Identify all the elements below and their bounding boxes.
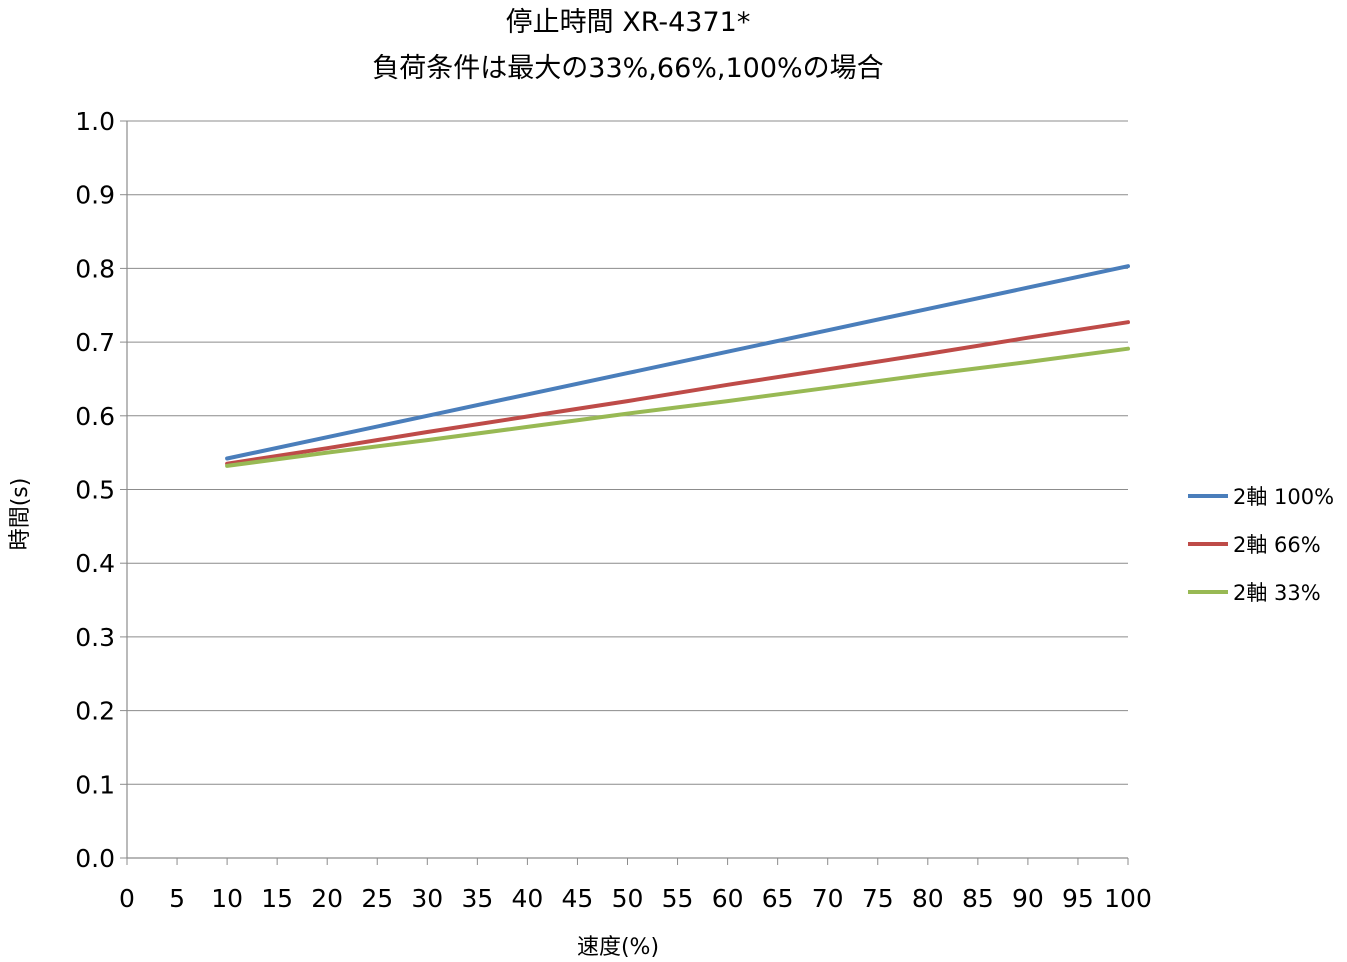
y-axis-title: 時間(s) bbox=[8, 478, 33, 551]
x-tick-label: 100 bbox=[1104, 884, 1152, 913]
x-tick-label: 90 bbox=[1012, 884, 1044, 913]
axes bbox=[120, 120, 1129, 865]
x-tick-label: 60 bbox=[712, 884, 744, 913]
series-line-3 bbox=[225, 346, 1130, 468]
y-tick-label: 0.7 bbox=[75, 328, 115, 357]
x-axis-title: 速度(%) bbox=[577, 935, 659, 960]
x-tick-label: 70 bbox=[812, 884, 844, 913]
x-tick-label: 50 bbox=[612, 884, 644, 913]
x-tick-label: 80 bbox=[912, 884, 944, 913]
x-tick-label: 95 bbox=[1062, 884, 1094, 913]
x-tick-label: 5 bbox=[169, 884, 185, 913]
series-line-1 bbox=[225, 264, 1130, 461]
x-tick-label: 75 bbox=[862, 884, 894, 913]
x-tick-label: 55 bbox=[662, 884, 694, 913]
x-tick-label: 15 bbox=[261, 884, 293, 913]
series-line-2 bbox=[225, 320, 1130, 466]
y-tick-label: 0.9 bbox=[75, 181, 115, 210]
y-tick-label: 0.5 bbox=[75, 476, 115, 505]
x-tick-label: 20 bbox=[311, 884, 343, 913]
x-tick-label: 10 bbox=[211, 884, 243, 913]
y-tick-labels: 0.0 0.1 0.2 0.3 0.4 0.5 0.6 0.7 0.8 0.9 1.0 bbox=[75, 107, 115, 873]
y-tick-label: 0.2 bbox=[75, 697, 115, 726]
x-tick-label: 65 bbox=[762, 884, 794, 913]
y-tick-label: 0.3 bbox=[75, 623, 115, 652]
legend-label-1: 2軸 100% bbox=[1233, 485, 1334, 509]
x-tick-label: 40 bbox=[511, 884, 543, 913]
y-tick-label: 1.0 bbox=[75, 107, 115, 136]
grid-lines bbox=[127, 120, 1128, 785]
x-tick-label: 0 bbox=[119, 884, 135, 913]
y-tick-label: 0.4 bbox=[75, 549, 115, 578]
x-tick-label: 85 bbox=[962, 884, 994, 913]
chart-title-line-2: 負荷条件は最大の33%,66%,100%の場合 bbox=[372, 53, 883, 84]
x-tick-labels: 0 5 10 15 20 25 30 35 40 45 50 55 60 65 70 75 80 85 90 95 10… bbox=[119, 884, 1152, 913]
y-tick-label: 0.8 bbox=[75, 254, 115, 283]
legend: 2軸 100% 2軸 66% 2軸 33% bbox=[1188, 485, 1334, 605]
series-lines bbox=[225, 264, 1130, 468]
y-tick-label: 0.1 bbox=[75, 770, 115, 799]
y-tick-label: 0.6 bbox=[75, 402, 115, 431]
x-tick-label: 30 bbox=[411, 884, 443, 913]
y-tick-label: 0.0 bbox=[75, 844, 115, 873]
legend-label-3: 2軸 33% bbox=[1233, 581, 1321, 605]
x-tick-label: 45 bbox=[562, 884, 594, 913]
x-tick-label: 35 bbox=[461, 884, 493, 913]
legend-label-2: 2軸 66% bbox=[1233, 533, 1321, 557]
x-tick-label: 25 bbox=[361, 884, 393, 913]
chart-title-line-1: 停止時間 XR-4371* bbox=[506, 7, 751, 38]
